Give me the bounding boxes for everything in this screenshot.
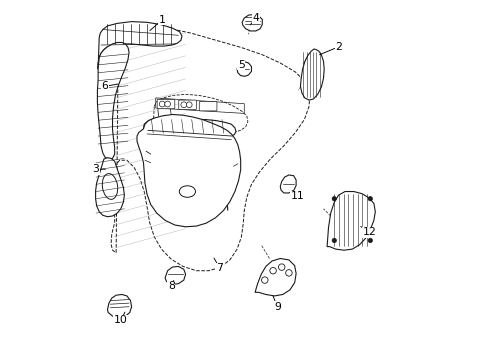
- Circle shape: [159, 101, 165, 107]
- Polygon shape: [255, 258, 296, 296]
- Circle shape: [286, 270, 292, 276]
- Circle shape: [270, 267, 276, 274]
- Text: 7: 7: [217, 263, 223, 273]
- Circle shape: [262, 277, 268, 283]
- Text: 12: 12: [362, 227, 376, 237]
- FancyBboxPatch shape: [157, 99, 175, 109]
- Text: 6: 6: [101, 81, 108, 91]
- Text: 5: 5: [238, 60, 245, 70]
- Polygon shape: [242, 14, 262, 31]
- Text: 8: 8: [168, 281, 174, 291]
- Circle shape: [165, 101, 171, 107]
- Polygon shape: [327, 192, 375, 250]
- Text: 10: 10: [114, 315, 128, 325]
- Circle shape: [368, 238, 372, 243]
- Polygon shape: [98, 42, 129, 159]
- Circle shape: [186, 102, 192, 108]
- Polygon shape: [98, 22, 182, 69]
- Polygon shape: [137, 114, 241, 227]
- Circle shape: [278, 264, 285, 270]
- Text: 4: 4: [252, 13, 259, 23]
- Text: 1: 1: [159, 15, 166, 25]
- Circle shape: [181, 102, 187, 108]
- Polygon shape: [107, 294, 132, 318]
- Circle shape: [332, 238, 337, 243]
- Circle shape: [368, 197, 372, 201]
- Ellipse shape: [102, 174, 118, 199]
- Polygon shape: [144, 117, 236, 136]
- FancyBboxPatch shape: [179, 100, 196, 109]
- Text: 11: 11: [290, 191, 304, 201]
- Polygon shape: [96, 158, 124, 217]
- Ellipse shape: [179, 186, 196, 197]
- Polygon shape: [165, 266, 186, 284]
- FancyBboxPatch shape: [199, 102, 217, 111]
- Polygon shape: [237, 62, 251, 76]
- Text: 2: 2: [335, 42, 342, 52]
- Polygon shape: [300, 49, 324, 100]
- Polygon shape: [280, 175, 296, 193]
- Text: 9: 9: [274, 302, 281, 312]
- Text: 3: 3: [92, 164, 99, 174]
- Circle shape: [332, 197, 337, 201]
